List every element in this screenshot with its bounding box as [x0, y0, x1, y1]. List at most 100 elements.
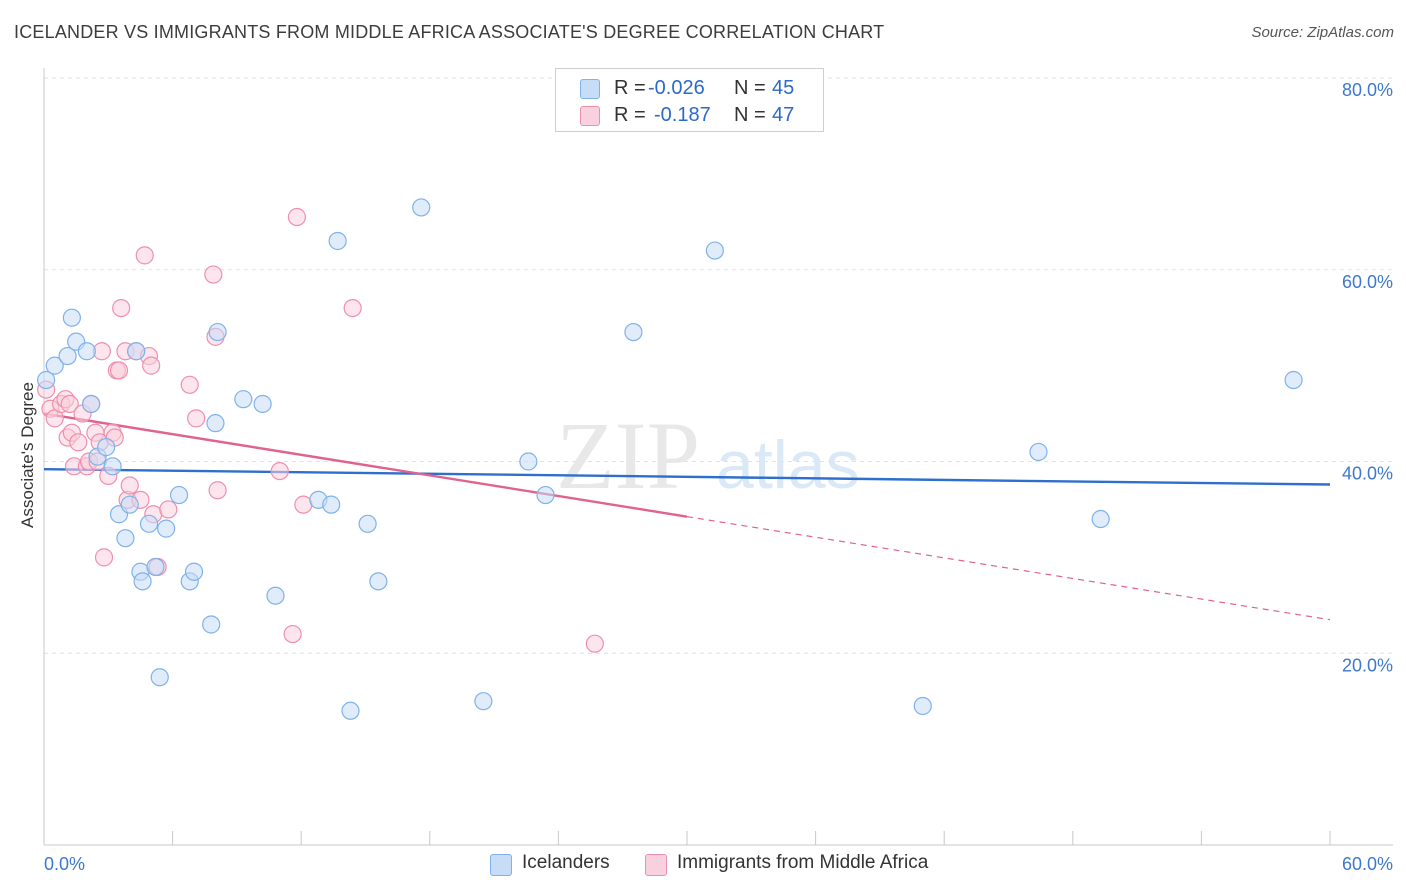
trend-line-dashed	[686, 516, 1331, 621]
data-point[interactable]	[287, 207, 307, 227]
legend-swatch-blue	[490, 854, 512, 876]
data-point[interactable]	[187, 409, 206, 428]
data-point[interactable]	[135, 246, 154, 265]
trend-line-solid	[43, 467, 1331, 486]
data-point[interactable]	[82, 394, 101, 414]
legend-r-label: R =	[614, 104, 646, 126]
data-point[interactable]	[45, 356, 64, 375]
legend-label-immigrants: Immigrants from Middle Africa	[677, 852, 929, 873]
data-point[interactable]	[94, 548, 114, 567]
y-axis-label: Associate's Degree	[18, 382, 37, 528]
data-point[interactable]	[58, 346, 77, 366]
data-point[interactable]	[37, 370, 56, 390]
data-point[interactable]	[412, 198, 431, 217]
data-point[interactable]	[120, 476, 139, 495]
watermark-atlas: atlas	[716, 427, 860, 503]
y-tick-label: 80.0%	[1342, 80, 1393, 100]
data-point[interactable]	[1091, 509, 1110, 529]
x-tick-label-max: 60.0%	[1342, 854, 1393, 874]
data-point[interactable]	[283, 624, 302, 644]
data-point[interactable]	[202, 615, 221, 634]
legend-row-icelanders: R = -0.026 N = 45	[556, 75, 823, 101]
data-point[interactable]	[270, 461, 289, 481]
legend-n-value: 45	[772, 77, 795, 99]
series-legend: Icelanders Immigrants from Middle Africa	[0, 852, 1406, 878]
data-point[interactable]	[184, 562, 204, 581]
data-point[interactable]	[328, 231, 347, 251]
x-ticks	[43, 831, 1331, 845]
data-point[interactable]	[253, 394, 272, 414]
data-point[interactable]	[112, 299, 131, 318]
data-point[interactable]	[133, 572, 152, 591]
data-point[interactable]	[62, 308, 81, 327]
y-tick-label: 60.0%	[1342, 272, 1393, 292]
data-point[interactable]	[624, 322, 643, 342]
legend-swatch-pink	[645, 854, 667, 876]
data-point[interactable]	[180, 375, 199, 394]
data-point[interactable]	[208, 481, 227, 500]
data-point[interactable]	[322, 495, 341, 514]
data-point[interactable]	[343, 299, 362, 318]
x-tick-labels: 0.0% 60.0%	[44, 854, 1393, 874]
data-point[interactable]	[142, 356, 161, 375]
data-point[interactable]	[1284, 370, 1303, 390]
watermark-zip: ZIP	[556, 402, 700, 509]
data-point[interactable]	[705, 241, 724, 260]
legend-swatch-pink	[580, 106, 600, 126]
legend-r-value: -0.026	[648, 77, 705, 99]
series-immigrants-points	[37, 207, 604, 653]
data-point[interactable]	[913, 696, 932, 716]
chart-title: ICELANDER VS IMMIGRANTS FROM MIDDLE AFRI…	[14, 22, 885, 42]
legend-row-immigrants: R = -0.187 N = 47	[556, 102, 823, 128]
data-point[interactable]	[60, 394, 79, 414]
axes	[43, 68, 1393, 846]
series-icelanders-points	[37, 198, 1303, 720]
correlation-legend: R = -0.026 N = 45 R = -0.187 N = 47	[555, 68, 824, 132]
y-tick-label: 40.0%	[1342, 464, 1393, 484]
legend-label-icelanders: Icelanders	[522, 852, 610, 873]
data-point[interactable]	[150, 668, 169, 687]
data-point[interactable]	[146, 557, 165, 577]
data-point[interactable]	[116, 529, 135, 548]
trend-line-solid	[43, 412, 688, 518]
data-point[interactable]	[77, 342, 96, 361]
legend-n-label: N =	[734, 104, 766, 126]
x-tick-label-min: 0.0%	[44, 854, 85, 874]
legend-swatch-blue	[580, 79, 600, 99]
data-point[interactable]	[97, 438, 116, 457]
data-point[interactable]	[159, 500, 178, 519]
data-point[interactable]	[139, 514, 159, 533]
legend-r-label: R =	[614, 77, 646, 99]
data-point[interactable]	[120, 495, 139, 514]
data-point[interactable]	[234, 390, 253, 409]
data-point[interactable]	[585, 634, 604, 653]
source-credit: Source: ZipAtlas.com	[1251, 24, 1394, 41]
data-point[interactable]	[204, 265, 223, 284]
data-point[interactable]	[519, 452, 538, 471]
legend-n-label: N =	[734, 77, 766, 99]
y-tick-label: 20.0%	[1342, 655, 1393, 675]
y-tick-labels: 20.0% 40.0% 60.0% 80.0%	[1342, 80, 1393, 675]
data-point[interactable]	[208, 322, 227, 342]
data-point[interactable]	[358, 514, 377, 533]
data-point[interactable]	[69, 433, 88, 452]
legend-r-value: -0.187	[654, 104, 711, 126]
data-point[interactable]	[103, 457, 122, 476]
data-point[interactable]	[536, 485, 555, 505]
data-point[interactable]	[169, 485, 189, 505]
legend-n-value: 47	[772, 104, 795, 126]
trend-lines	[43, 412, 1331, 621]
data-point[interactable]	[127, 342, 146, 361]
data-point[interactable]	[294, 495, 313, 514]
gridlines	[44, 77, 1393, 654]
data-point[interactable]	[474, 692, 493, 711]
data-point[interactable]	[369, 572, 388, 591]
data-point[interactable]	[266, 586, 285, 605]
watermark: ZIP atlas	[556, 402, 860, 509]
data-point[interactable]	[157, 519, 176, 538]
data-point[interactable]	[341, 701, 360, 720]
data-point[interactable]	[1029, 442, 1048, 462]
data-point[interactable]	[109, 361, 129, 380]
data-point[interactable]	[206, 414, 225, 433]
